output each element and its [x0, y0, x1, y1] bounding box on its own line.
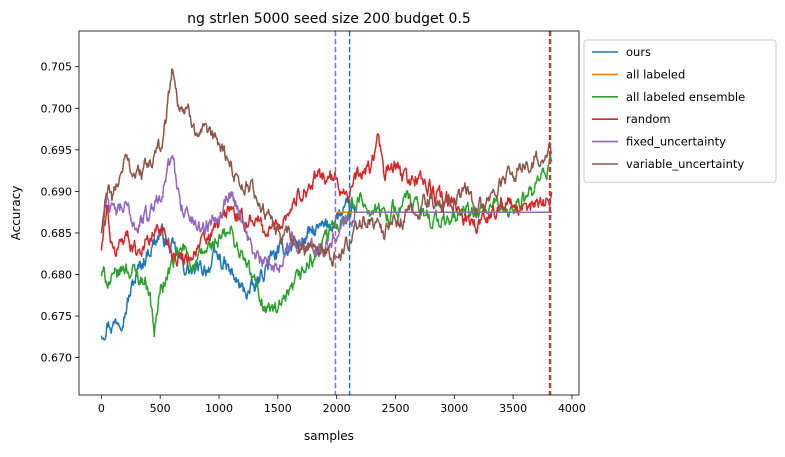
- x-tick-label: 1500: [264, 402, 292, 415]
- series-line-random: [100, 133, 553, 267]
- y-tick-label: 0.670: [41, 352, 73, 365]
- legend-label: all labeled: [626, 67, 685, 81]
- x-tick-label: 3500: [499, 402, 527, 415]
- y-tick-label: 0.685: [41, 227, 73, 240]
- legend-label: all labeled ensemble: [626, 90, 745, 104]
- legend-label: fixed_uncertainty: [626, 135, 726, 149]
- x-tick-label: 4000: [558, 402, 586, 415]
- plot-frame: [78, 30, 580, 396]
- chart-title: ng strlen 5000 seed size 200 budget 0.5: [187, 11, 471, 27]
- y-axis: 0.670 0.675 0.680 0.685 0.690 0.695 0.700 0.705: [41, 61, 79, 365]
- y-tick-label: 0.695: [41, 144, 73, 157]
- series-line-all-labeled-ensemble: [100, 154, 553, 338]
- x-tick-label: 500: [150, 402, 171, 415]
- y-tick-label: 0.700: [41, 102, 73, 115]
- y-tick-label: 0.680: [41, 268, 73, 281]
- x-tick-label: 2500: [381, 402, 409, 415]
- x-axis: 0 500 1000 1500 2000 2500 3000 3500 4000: [98, 395, 586, 415]
- legend: ours all labeled all labeled ensemble rando…: [583, 39, 777, 183]
- x-tick-label: 2000: [323, 402, 351, 415]
- x-tick-label: 0: [98, 402, 105, 415]
- legend-label: random: [626, 112, 671, 126]
- y-axis-label: Accuracy: [9, 186, 23, 241]
- legend-box: [583, 39, 777, 183]
- series-line-variable-uncertainty: [100, 68, 553, 267]
- series-line-fixed-uncertainty: [100, 154, 552, 274]
- legend-label: variable_uncertainty: [626, 157, 744, 171]
- y-tick-label: 0.690: [41, 185, 73, 198]
- y-tick-label: 0.675: [41, 310, 73, 323]
- x-tick-label: 1000: [205, 402, 233, 415]
- legend-label: ours: [626, 45, 651, 59]
- x-axis-label: samples: [304, 429, 354, 443]
- x-tick-label: 3000: [440, 402, 468, 415]
- y-tick-label: 0.705: [41, 61, 73, 74]
